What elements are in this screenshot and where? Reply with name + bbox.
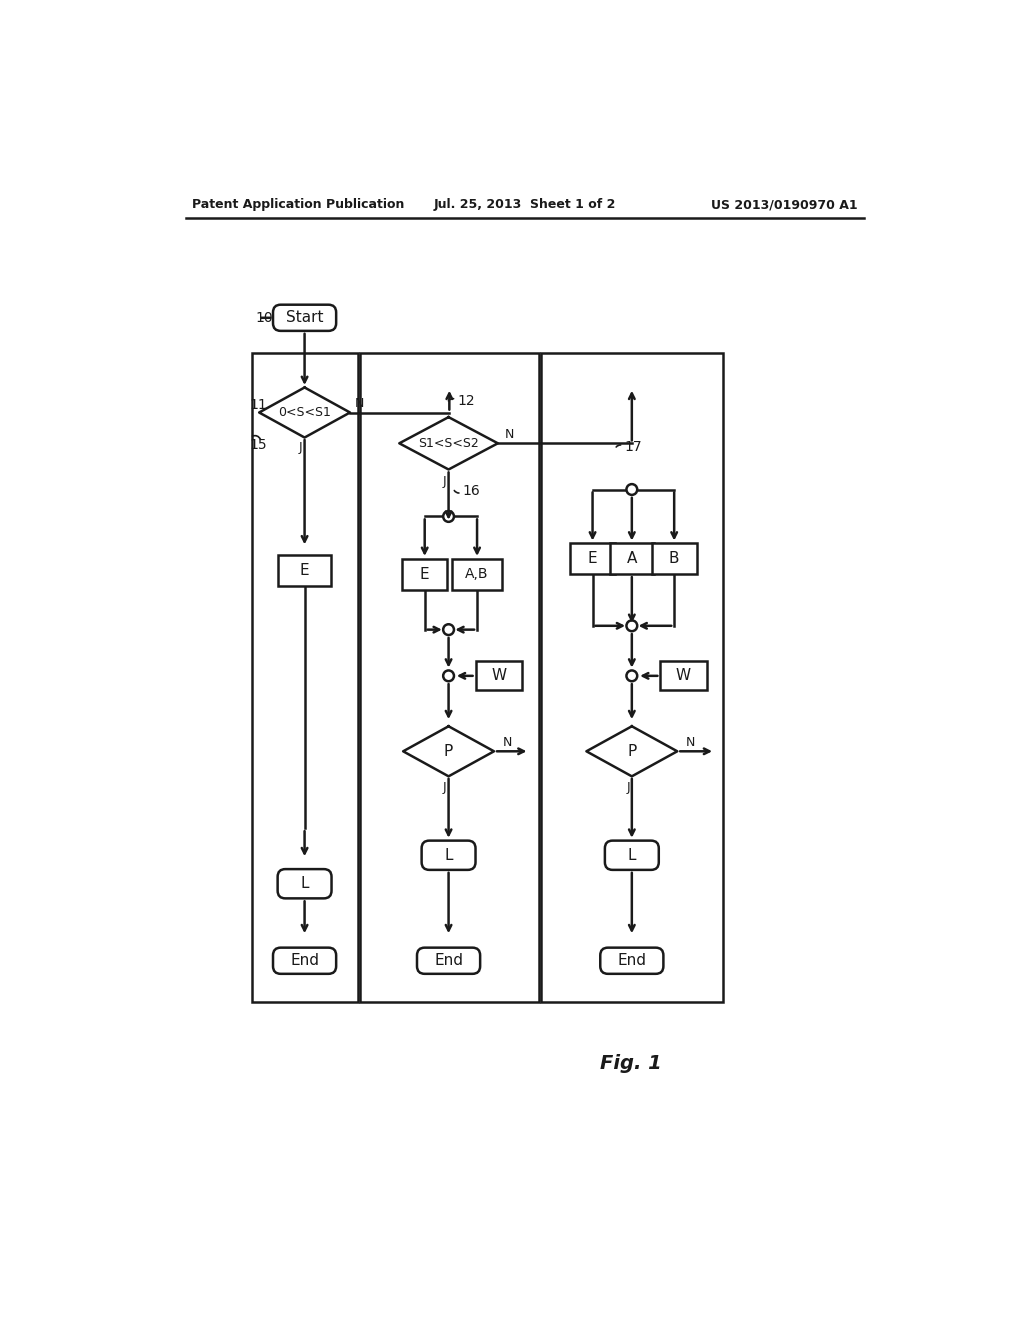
- FancyBboxPatch shape: [422, 841, 475, 870]
- Circle shape: [443, 624, 454, 635]
- Text: J: J: [443, 781, 446, 795]
- FancyBboxPatch shape: [273, 948, 336, 974]
- Text: Fig. 1: Fig. 1: [600, 1053, 662, 1073]
- Bar: [570, 544, 614, 574]
- Text: N: N: [505, 428, 514, 441]
- Text: 16: 16: [463, 484, 480, 498]
- Text: A: A: [627, 552, 637, 566]
- Text: A,B: A,B: [465, 568, 488, 581]
- Text: L: L: [300, 876, 309, 891]
- Text: 10: 10: [255, 310, 273, 325]
- Text: End: End: [290, 953, 319, 969]
- Text: W: W: [492, 668, 506, 684]
- Polygon shape: [587, 726, 677, 776]
- Bar: [402, 558, 447, 590]
- Bar: [279, 554, 331, 586]
- Circle shape: [443, 511, 454, 521]
- Bar: [452, 558, 502, 590]
- Text: P: P: [628, 743, 637, 759]
- Text: J: J: [626, 781, 630, 795]
- Text: E: E: [300, 562, 309, 578]
- Text: 11: 11: [250, 397, 267, 412]
- Text: Jul. 25, 2013  Sheet 1 of 2: Jul. 25, 2013 Sheet 1 of 2: [433, 198, 616, 211]
- Text: L: L: [444, 847, 453, 863]
- Text: L: L: [628, 847, 636, 863]
- FancyBboxPatch shape: [417, 948, 480, 974]
- Bar: [660, 661, 707, 690]
- FancyBboxPatch shape: [605, 841, 658, 870]
- Text: N: N: [503, 735, 512, 748]
- Text: Start: Start: [286, 310, 324, 325]
- FancyBboxPatch shape: [600, 948, 664, 974]
- Bar: [360, 354, 539, 1002]
- Text: E: E: [420, 566, 429, 582]
- Bar: [541, 354, 724, 1002]
- Text: W: W: [676, 668, 691, 684]
- FancyBboxPatch shape: [273, 305, 336, 331]
- Text: J: J: [299, 441, 302, 454]
- Text: J: J: [443, 475, 446, 488]
- Text: 17: 17: [625, 440, 642, 454]
- Circle shape: [627, 671, 637, 681]
- Text: 12: 12: [458, 393, 475, 408]
- Text: E: E: [588, 552, 597, 566]
- Text: Patent Application Publication: Patent Application Publication: [193, 198, 404, 211]
- Text: N: N: [686, 735, 695, 748]
- Bar: [252, 354, 357, 1002]
- Bar: [609, 544, 654, 574]
- Text: 0<S<S1: 0<S<S1: [279, 407, 331, 418]
- FancyBboxPatch shape: [278, 869, 332, 899]
- Text: N: N: [354, 397, 364, 409]
- Text: P: P: [444, 743, 454, 759]
- Text: End: End: [434, 953, 463, 969]
- Circle shape: [627, 620, 637, 631]
- Polygon shape: [403, 726, 494, 776]
- Bar: [652, 544, 696, 574]
- Circle shape: [443, 671, 454, 681]
- Bar: [475, 661, 521, 690]
- Polygon shape: [399, 417, 498, 470]
- Polygon shape: [259, 388, 350, 437]
- Text: S1<S<S2: S1<S<S2: [418, 437, 479, 450]
- Text: US 2013/0190970 A1: US 2013/0190970 A1: [711, 198, 857, 211]
- Text: 15: 15: [250, 438, 267, 451]
- Text: B: B: [669, 552, 680, 566]
- Circle shape: [627, 484, 637, 495]
- Text: End: End: [617, 953, 646, 969]
